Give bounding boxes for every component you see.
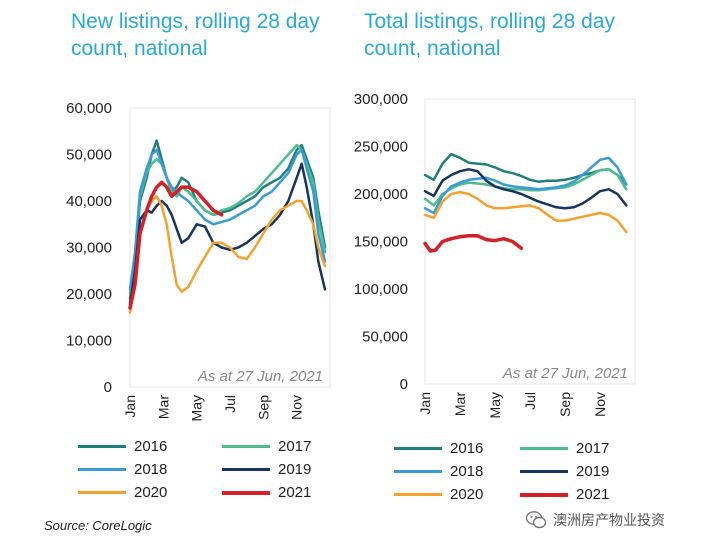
right-annotation: As at 27 Jun, 2021 <box>502 365 628 382</box>
legend-item-2019: 2019 <box>222 461 311 478</box>
legend-label: 2020 <box>450 486 484 503</box>
left-x-tick-label: Jul <box>222 395 238 413</box>
right-y-tick-label: 50,000 <box>362 329 408 346</box>
watermark: 澳洲房产物业投资 <box>525 509 665 531</box>
right-title-line1: Total listings, rolling 28 day <box>364 10 615 33</box>
left-y-tick-label: 40,000 <box>66 193 112 210</box>
right-x-tick-label: Nov <box>592 392 608 417</box>
left-x-tick-label: Nov <box>289 395 305 420</box>
right-title-line2: count, national <box>364 37 501 60</box>
right-y-tick-label: 150,000 <box>354 234 408 251</box>
legend-label: 2017 <box>278 438 312 455</box>
legend-label: 2018 <box>450 463 484 480</box>
left-annotation: As at 27 Jun, 2021 <box>197 368 323 385</box>
legend-swatch <box>222 490 270 495</box>
legend-label: 2017 <box>576 440 610 457</box>
legend-label: 2019 <box>278 461 312 478</box>
left-chart-title: New listings, rolling 28 day count, nati… <box>71 8 320 62</box>
right-series-2018 <box>423 156 628 215</box>
left-y-tick-label: 20,000 <box>66 286 112 303</box>
right-series-2017 <box>423 168 628 207</box>
right-chart-title: Total listings, rolling 28 day count, na… <box>364 8 615 62</box>
source-note: Source: CoreLogic <box>44 518 152 533</box>
legend-swatch <box>222 445 270 448</box>
legend-label: 2016 <box>450 440 484 457</box>
watermark-text: 澳洲房产物业投资 <box>553 512 665 528</box>
legend-swatch <box>520 492 568 497</box>
left-title-line1: New listings, rolling 28 day <box>71 10 320 33</box>
right-x-tick-label: Mar <box>452 392 468 416</box>
left-x-tick-label: Mar <box>155 395 171 419</box>
legend-item-2018: 2018 <box>78 461 167 478</box>
right-x-tick-label: May <box>487 392 503 418</box>
right-series-2021 <box>423 234 524 253</box>
left-series-2020 <box>128 195 327 314</box>
legend-swatch <box>520 447 568 450</box>
legend-item-2020: 2020 <box>394 486 483 503</box>
legend-label: 2016 <box>134 438 168 455</box>
legend-item-2017: 2017 <box>520 440 609 457</box>
legend-swatch <box>222 468 270 471</box>
legend-swatch <box>394 470 442 473</box>
legend-swatch <box>78 491 126 494</box>
right-x-tick-label: Jul <box>522 392 538 410</box>
left-series-2019 <box>128 162 327 305</box>
right-series-2016 <box>423 152 628 186</box>
legend-item-2018: 2018 <box>394 463 483 480</box>
right-y-tick-label: 100,000 <box>354 281 408 298</box>
legend-item-2017: 2017 <box>222 438 311 455</box>
left-y-tick-label: 60,000 <box>66 100 112 117</box>
legend-swatch <box>520 470 568 473</box>
left-title-line2: count, national <box>71 37 208 60</box>
legend-item-2020: 2020 <box>78 484 167 501</box>
wechat-icon <box>525 511 547 529</box>
right-y-tick-label: 250,000 <box>354 139 408 156</box>
legend-swatch <box>394 447 442 450</box>
legend-swatch <box>78 468 126 471</box>
right-plot-frame <box>424 98 636 385</box>
left-series-2021 <box>128 180 224 310</box>
right-series-2019 <box>423 168 628 210</box>
right-y-tick-label: 200,000 <box>354 186 408 203</box>
left-series-2018 <box>128 148 327 291</box>
left-x-tick-label: Jan <box>122 395 138 418</box>
left-y-tick-label: 10,000 <box>66 333 112 350</box>
legend-swatch <box>78 445 126 448</box>
legend-label: 2019 <box>576 463 610 480</box>
legend-item-2021: 2021 <box>520 486 609 503</box>
right-y-tick-label: 300,000 <box>354 91 408 108</box>
right-x-tick-label: Sep <box>557 392 573 417</box>
legend-label: 2021 <box>576 486 610 503</box>
left-x-tick-label: May <box>189 395 205 421</box>
left-y-tick-label: 0 <box>104 379 112 396</box>
right-x-tick-label: Jan <box>417 392 433 415</box>
legend-label: 2018 <box>134 461 168 478</box>
legend-item-2021: 2021 <box>222 484 311 501</box>
legend-label: 2020 <box>134 484 168 501</box>
right-series-2020 <box>423 190 628 234</box>
legend-swatch <box>394 493 442 496</box>
legend-item-2019: 2019 <box>520 463 609 480</box>
legend-item-2016: 2016 <box>394 440 483 457</box>
legend-item-2016: 2016 <box>78 438 167 455</box>
left-y-tick-label: 30,000 <box>66 240 112 257</box>
right-y-tick-label: 0 <box>400 376 408 393</box>
left-plot-frame <box>129 107 331 388</box>
left-y-tick-label: 50,000 <box>66 147 112 164</box>
legend-label: 2021 <box>278 484 312 501</box>
left-x-tick-label: Sep <box>255 395 271 420</box>
